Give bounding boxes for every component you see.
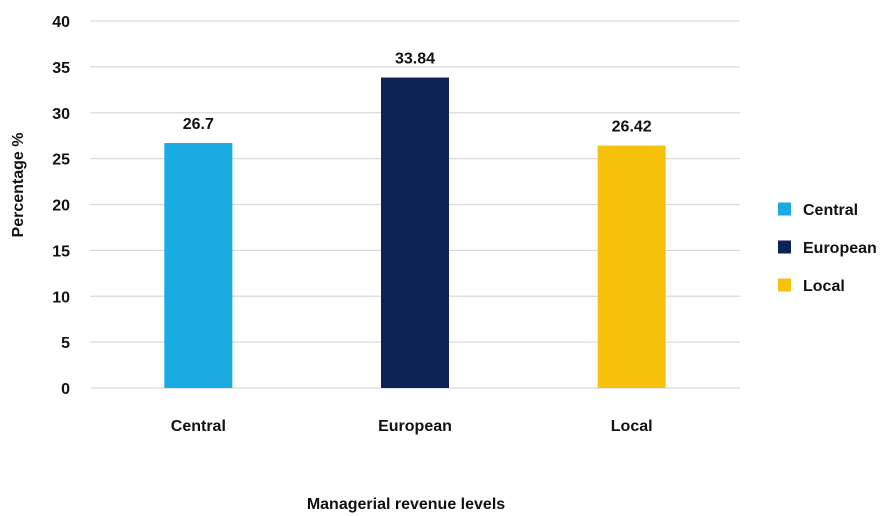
data-label-local: 26.42 (612, 119, 652, 136)
y-tick-label: 35 (52, 60, 70, 77)
data-labels: 26.7 33.84 26.42 (183, 51, 652, 136)
bar-local (597, 145, 666, 388)
legend-swatch-local (778, 278, 791, 292)
x-category-label-central: Central (171, 418, 226, 435)
y-tick-label: 0 (61, 381, 70, 398)
legend-label-local: Local (803, 278, 845, 295)
data-label-european: 33.84 (395, 51, 435, 68)
y-axis-title: Percentage % (10, 133, 27, 238)
legend-swatch-central (778, 202, 791, 216)
legend-swatch-european (778, 240, 791, 254)
x-category-label-european: European (378, 418, 452, 435)
x-axis-categories: Central European Local (171, 418, 653, 435)
y-tick-label: 20 (52, 198, 70, 215)
y-tick-label: 15 (52, 243, 70, 260)
legend: Central European Local (778, 202, 877, 295)
bars (164, 77, 666, 388)
y-tick-label: 5 (61, 335, 70, 352)
y-axis-ticks: 0 5 10 15 20 25 30 35 40 (52, 14, 70, 398)
bar-european (381, 77, 449, 388)
bar-central (164, 143, 233, 388)
legend-label-european: European (803, 240, 877, 257)
y-tick-label: 25 (52, 152, 70, 169)
y-tick-label: 10 (52, 289, 70, 306)
legend-label-central: Central (803, 202, 858, 219)
x-category-label-local: Local (611, 418, 653, 435)
y-tick-label: 40 (52, 14, 70, 31)
data-label-central: 26.7 (183, 116, 214, 133)
x-axis-title: Managerial revenue levels (307, 496, 505, 513)
y-tick-label: 30 (52, 106, 70, 123)
